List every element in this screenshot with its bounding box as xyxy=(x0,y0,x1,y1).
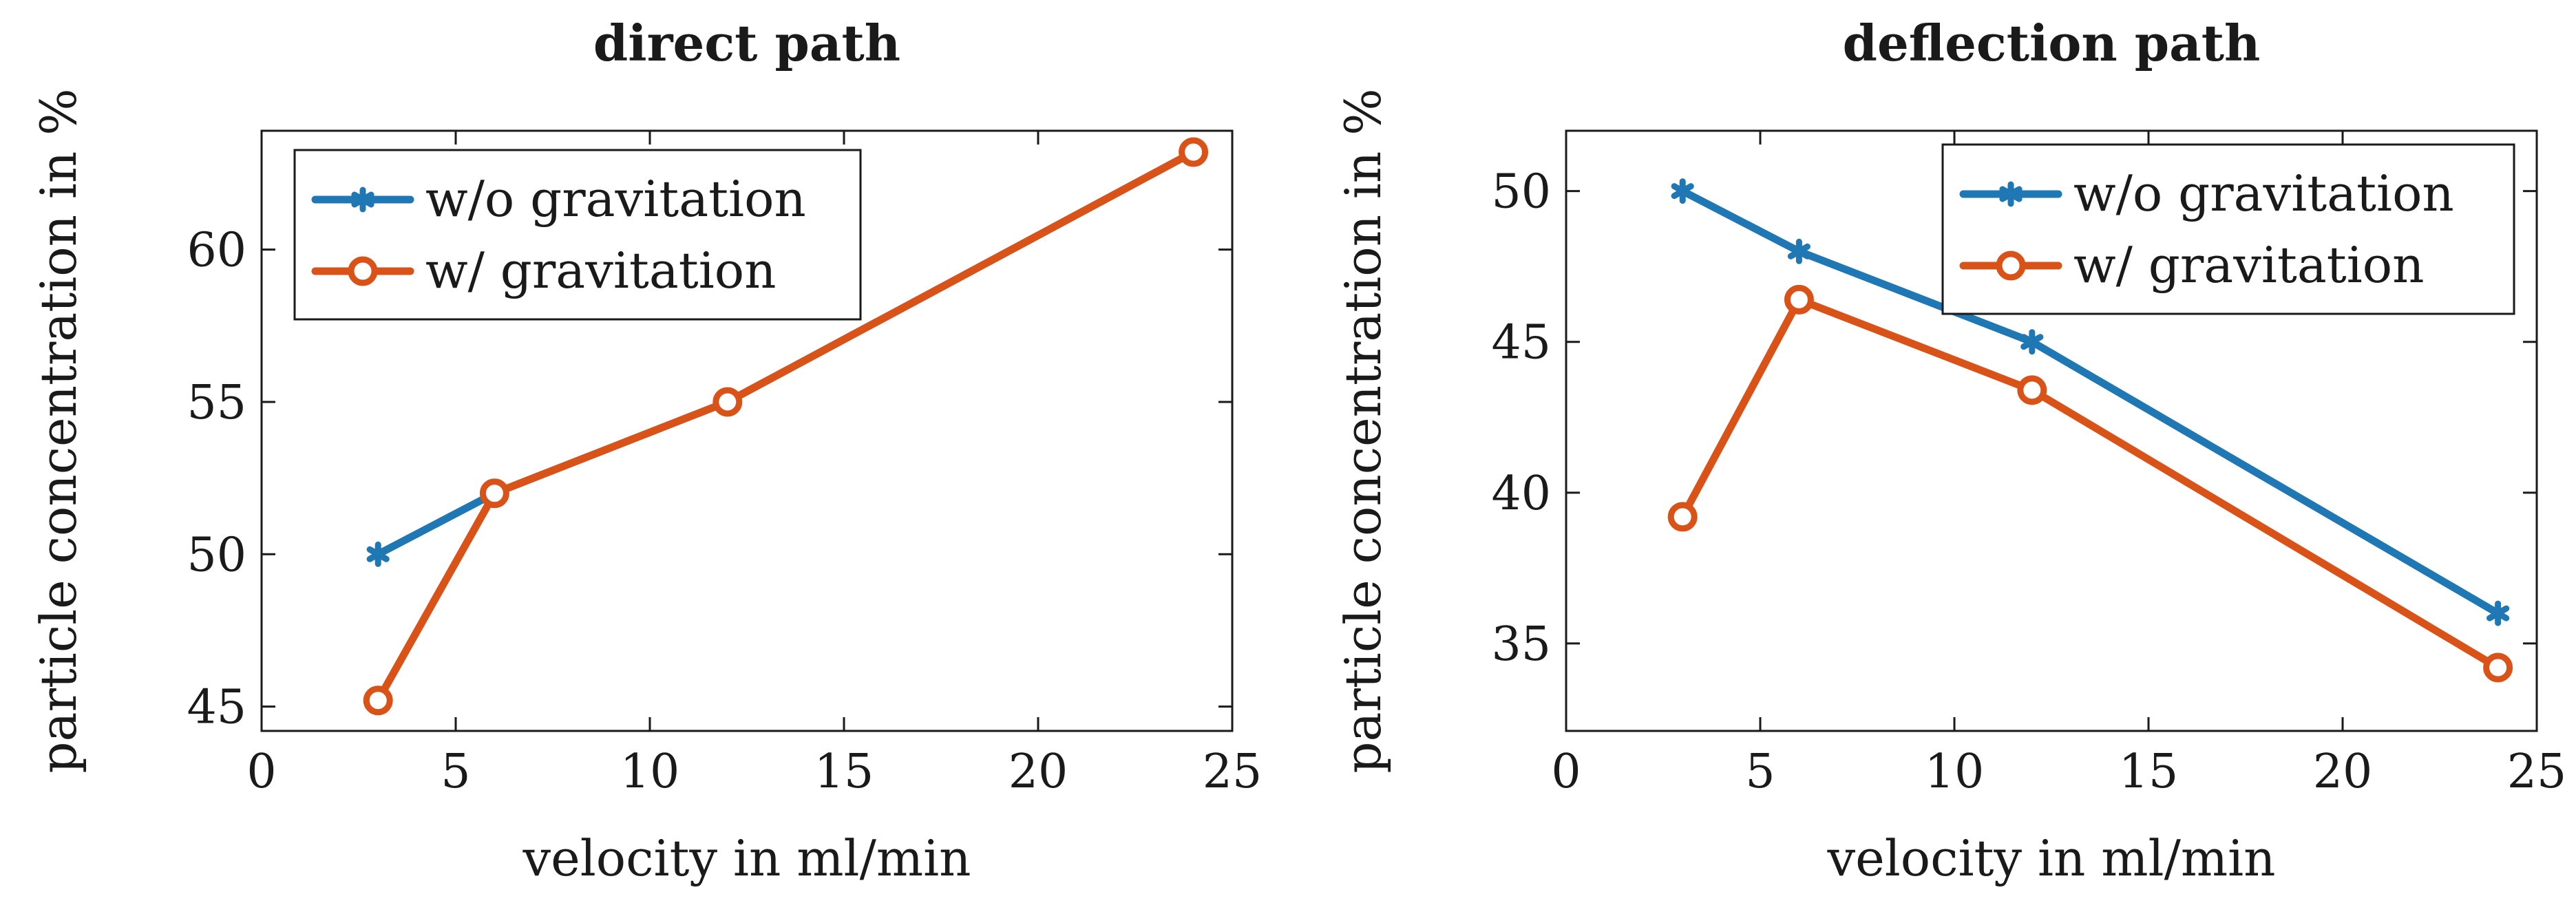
x-tick-label: 20 xyxy=(2313,745,2373,799)
legend: w/o gravitation w/ gravitation xyxy=(293,149,862,321)
series-line-0 xyxy=(1678,187,2502,617)
x-tick-label: 5 xyxy=(441,745,470,799)
data-point xyxy=(1784,284,1814,315)
x-axis-label: velocity in ml/min xyxy=(1826,829,2275,887)
legend-box xyxy=(293,149,862,321)
plot-frame xyxy=(260,129,1234,732)
legend-label: w/o gravitation xyxy=(2073,164,2454,222)
x-tick-label: 15 xyxy=(814,745,874,799)
y-tick-label: 45 xyxy=(1491,316,1551,370)
legend-box xyxy=(1941,143,2515,315)
y-axis-label: particle concentration in % xyxy=(1334,88,1392,773)
data-point xyxy=(363,686,393,716)
series-line-1 xyxy=(1678,295,2502,672)
data-point xyxy=(2487,600,2510,626)
x-axis-label: velocity in ml/min xyxy=(522,829,971,887)
y-tick-label: 60 xyxy=(187,224,246,278)
legend-label: w/o gravitation xyxy=(425,170,806,228)
data-point xyxy=(1179,137,1209,167)
x-tick-label: 10 xyxy=(1925,745,1985,799)
y-tick-label: 50 xyxy=(187,528,246,582)
data-point xyxy=(1667,502,1698,532)
y-tick-label: 55 xyxy=(187,376,246,430)
data-point xyxy=(712,387,743,417)
y-tick-label: 45 xyxy=(187,681,246,735)
x-tick-label: 0 xyxy=(1551,745,1581,799)
plot-frame xyxy=(1565,129,2538,732)
chart-title: deflection path xyxy=(1843,14,2261,72)
data-point xyxy=(2020,329,2044,355)
x-tick-label: 0 xyxy=(246,745,276,799)
x-tick-label: 20 xyxy=(1009,745,1068,799)
y-tick-label: 40 xyxy=(1491,467,1551,521)
y-axis-label: particle concentration in % xyxy=(30,88,87,773)
legend-label: w/ gravitation xyxy=(2073,236,2424,294)
x-tick-label: 25 xyxy=(2507,745,2567,799)
data-point xyxy=(1787,238,1810,264)
chart-direct-path: direct path 0 5 10 15 20 25 45 50 55 60 velocity in… xyxy=(30,14,1262,887)
legend-swatch-marker xyxy=(351,187,374,213)
data-point xyxy=(1671,178,1694,204)
legend-swatch-marker xyxy=(348,256,378,286)
data-point xyxy=(366,541,390,567)
chart-title: direct path xyxy=(593,14,900,72)
legend-swatch-marker xyxy=(1999,181,2023,207)
x-tick-label: 15 xyxy=(2119,745,2179,799)
y-tick-label: 50 xyxy=(1491,165,1551,220)
data-point xyxy=(2017,375,2047,405)
legend-swatch-marker xyxy=(1996,251,2026,281)
x-tick-label: 10 xyxy=(620,745,680,799)
data-point xyxy=(2483,652,2513,683)
legend: w/o gravitation w/ gravitation xyxy=(1941,143,2515,315)
series-line-1 xyxy=(374,148,1198,705)
x-tick-label: 25 xyxy=(1203,745,1263,799)
x-tick-label: 5 xyxy=(1745,745,1775,799)
y-tick-label: 35 xyxy=(1491,617,1551,672)
data-point xyxy=(479,478,509,509)
legend-label: w/ gravitation xyxy=(425,242,776,299)
chart-deflection-path: deflection path 0 5 10 15 20 25 35 40 45 50 velocit… xyxy=(1334,14,2566,887)
